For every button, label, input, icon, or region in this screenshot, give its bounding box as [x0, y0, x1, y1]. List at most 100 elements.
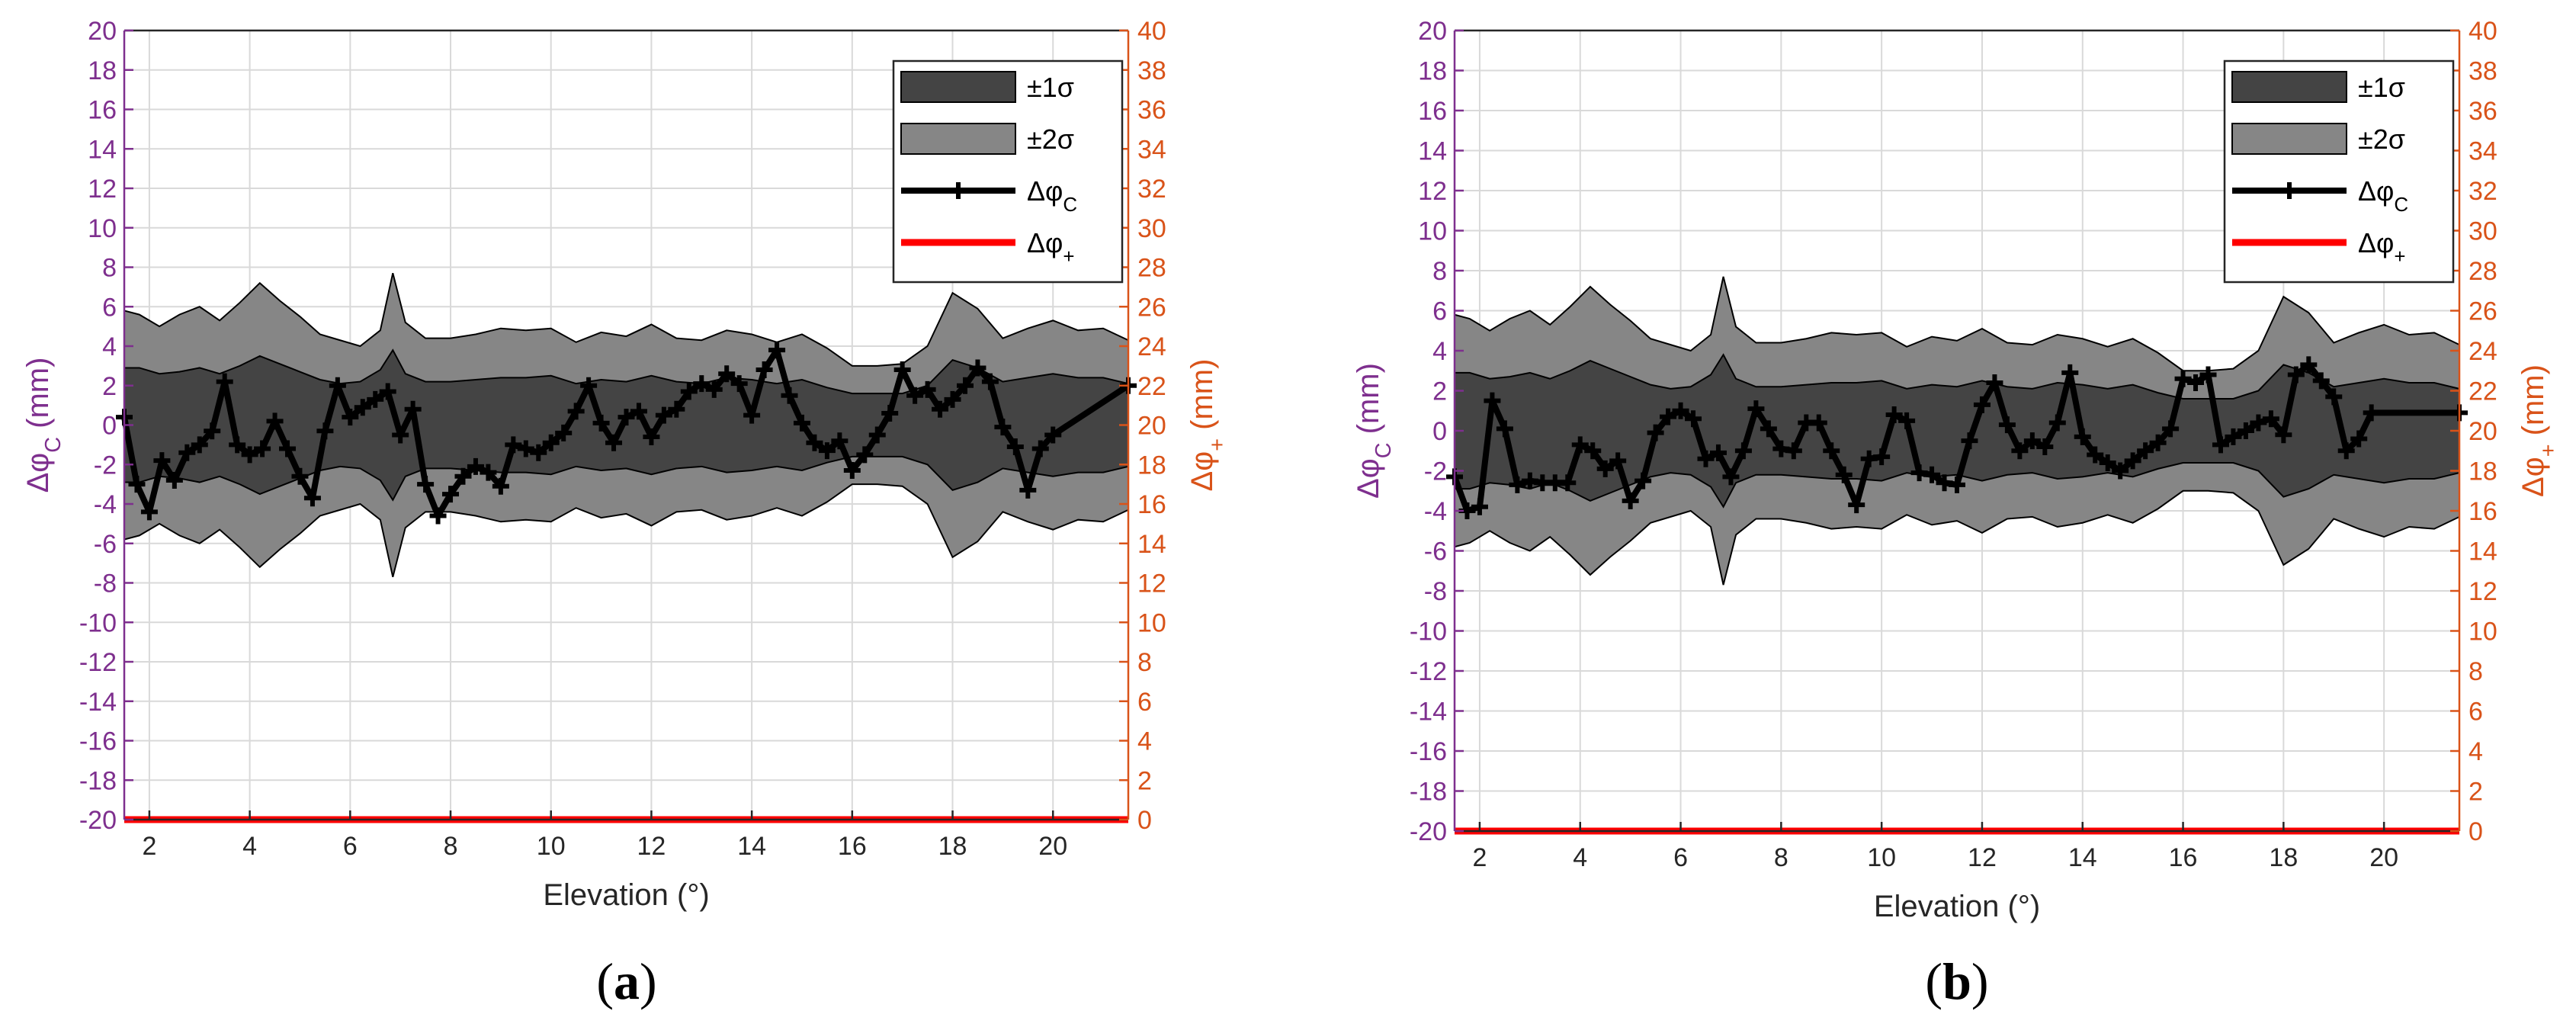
panel-a-dphi-c-point: [718, 365, 736, 383]
panel-b-x-axis-title: Elevation (°): [1874, 890, 2040, 923]
panel-b-left-tick-label: 6: [1432, 297, 1447, 326]
panel-a-right-tick-label: 8: [1137, 648, 1152, 677]
panel-a-left-tick-label: 4: [102, 332, 117, 361]
panel-a-dphi-c-point: [781, 387, 798, 404]
panel-b-right-tick-label: 36: [2469, 97, 2497, 126]
panel-a-dphi-c-point: [693, 375, 711, 393]
panel-a-dphi-c-point: [254, 440, 271, 457]
panel-a-x-axis-title: Elevation (°): [543, 878, 709, 912]
panel-a-left-tick-label: -8: [94, 570, 117, 599]
panel-b-right-tick-label: 2: [2469, 778, 2483, 807]
panel-b-dphi-c-point: [1647, 424, 1664, 441]
panel-a-left-tick-label: 6: [102, 293, 117, 322]
panel-b-left-tick-label: -6: [1424, 538, 1447, 566]
panel-b-right-tick-label: 38: [2469, 57, 2497, 86]
panel-a-dphi-c-point: [204, 422, 221, 440]
panel-b-x-tick-label: 20: [2369, 843, 2398, 872]
panel-a-right-tick-label: 18: [1137, 451, 1166, 480]
panel-a-dphi-c-point: [994, 419, 1012, 436]
panel-b-legend-swatch-sigma1: [2231, 71, 2347, 103]
panel-a-left-axis-title: ΔφC (mm): [21, 358, 66, 493]
panel-a-dphi-c-point: [530, 444, 547, 461]
panel-a-dphi-c-point: [128, 476, 146, 493]
panel-b-dphi-c-point: [2199, 366, 2217, 384]
panel-b-left-tick-label: 2: [1432, 377, 1447, 406]
panel-a-right-tick-label: 6: [1137, 688, 1152, 717]
panel-b: 20181614121086420-2-4-6-8-10-12-14-16-18…: [1352, 17, 2561, 1010]
panel-b-dphi-c-point: [1923, 466, 1941, 483]
panel-a-dphi-c-point: [505, 436, 522, 454]
panel-b-right-tick-label: 10: [2469, 618, 2497, 647]
panel-a-dphi-c-point: [1044, 426, 1062, 444]
panel-a-right-tick-label: 0: [1137, 806, 1152, 835]
panel-b-left-tick-label: -20: [1410, 817, 1447, 846]
panel-b-dphi-c-point: [1622, 492, 1639, 509]
panel-a-dphi-c-point: [705, 380, 723, 398]
panel-a-left-tick-label: 20: [88, 17, 117, 46]
panel-b-x-tick-label: 2: [1472, 843, 1487, 872]
panel-b-dphi-c-point: [1660, 408, 1677, 425]
panel-a-dphi-c-point: [668, 400, 685, 418]
panel-a-dphi-c-point: [969, 359, 986, 377]
panel-a-x-tick-label: 20: [1038, 832, 1067, 861]
panel-a-legend-marker-dphi-c: [950, 182, 967, 199]
panel-a-right-tick-label: 14: [1137, 530, 1166, 559]
panel-a-legend-label: Δφ+: [1027, 227, 1075, 268]
panel-a-dphi-c-point: [165, 471, 183, 489]
panel-a-dphi-c-point: [178, 444, 196, 461]
panel-b-right-axis-title: Δφ+ (mm): [2517, 364, 2561, 497]
panel-b-dphi-c-point: [1634, 472, 1652, 489]
panel-b-dphi-c-point: [1496, 420, 1513, 438]
panel-a-right-tick-label: 2: [1137, 766, 1152, 795]
panel-a-left-tick-label: -18: [79, 766, 117, 795]
panel-b-dphi-c-point: [1898, 412, 1916, 429]
panel-b-right-tick-label: 12: [2469, 577, 2497, 606]
panel-a-dphi-c-point: [680, 383, 698, 400]
panel-a-left-tick-label: -6: [94, 530, 117, 559]
panel-a-right-tick-label: 34: [1137, 135, 1166, 164]
panel-b-dphi-c-point: [1559, 474, 1577, 492]
panel-b-left-tick-label: 18: [1418, 57, 1447, 86]
panel-a-dphi-c-point: [392, 426, 409, 444]
panel-b-dphi-c-point: [2023, 432, 2041, 450]
panel-b-dphi-c-point: [2149, 434, 2167, 451]
panel-b-x-tick-label: 6: [1673, 843, 1688, 872]
panel-b-right-tick-label: 24: [2469, 337, 2497, 366]
panel-a-dphi-c-point: [291, 467, 309, 485]
panel-a-dphi-c-point: [893, 361, 911, 379]
panel-b-dphi-c-point: [2337, 442, 2355, 460]
panel-a-dphi-c-point: [1031, 440, 1049, 457]
panel-a-dphi-c-point: [956, 377, 974, 394]
panel-b-right-tick-label: 26: [2469, 297, 2497, 326]
panel-b-dphi-c-point: [2074, 428, 2091, 445]
panel-a-right-tick-label: 24: [1137, 332, 1166, 361]
panel-a-dphi-c-point: [329, 377, 346, 394]
panel-b-dphi-c-point: [2212, 436, 2229, 454]
panel-a-dphi-c-point: [730, 375, 748, 393]
panel-b-right-tick-label: 18: [2469, 457, 2497, 486]
panel-b-right-tick-label: 20: [2469, 417, 2497, 446]
panel-a-dphi-c-point: [316, 422, 334, 440]
panel-a-dphi-c-point: [442, 486, 460, 503]
panel-b-dphi-c-point: [2363, 404, 2380, 422]
panel-b-dphi-c-point: [2112, 462, 2129, 480]
panel-a-dphi-c-point: [843, 462, 861, 480]
panel-a-right-tick-label: 4: [1137, 727, 1152, 756]
panel-a-dphi-c-point: [404, 400, 422, 418]
panel-b-dphi-c-point: [1509, 476, 1526, 493]
panel-a-legend-label: ±1σ: [1027, 72, 1074, 103]
panel-a-caption: (a): [596, 952, 656, 1010]
panel-b-left-tick-label: -18: [1410, 778, 1447, 807]
panel-a-x-tick-label: 10: [537, 832, 566, 861]
panel-b-dphi-c-point: [1835, 466, 1853, 483]
panel-b-dphi-c-point: [1672, 402, 1689, 419]
panel-a-dphi-c-point: [367, 390, 384, 408]
panel-a-dphi-c-point: [266, 412, 284, 430]
panel-a-dphi-c-point: [153, 452, 171, 470]
panel-a-left-tick-label: 8: [102, 254, 117, 283]
panel-a-left-tick-label: -20: [79, 806, 117, 835]
panel-a-dphi-c-point: [279, 440, 297, 457]
panel-b-dphi-c-point: [2237, 422, 2254, 439]
panel-a-left-tick-label: -16: [79, 727, 117, 756]
panel-a-dphi-c-point: [1006, 438, 1024, 455]
